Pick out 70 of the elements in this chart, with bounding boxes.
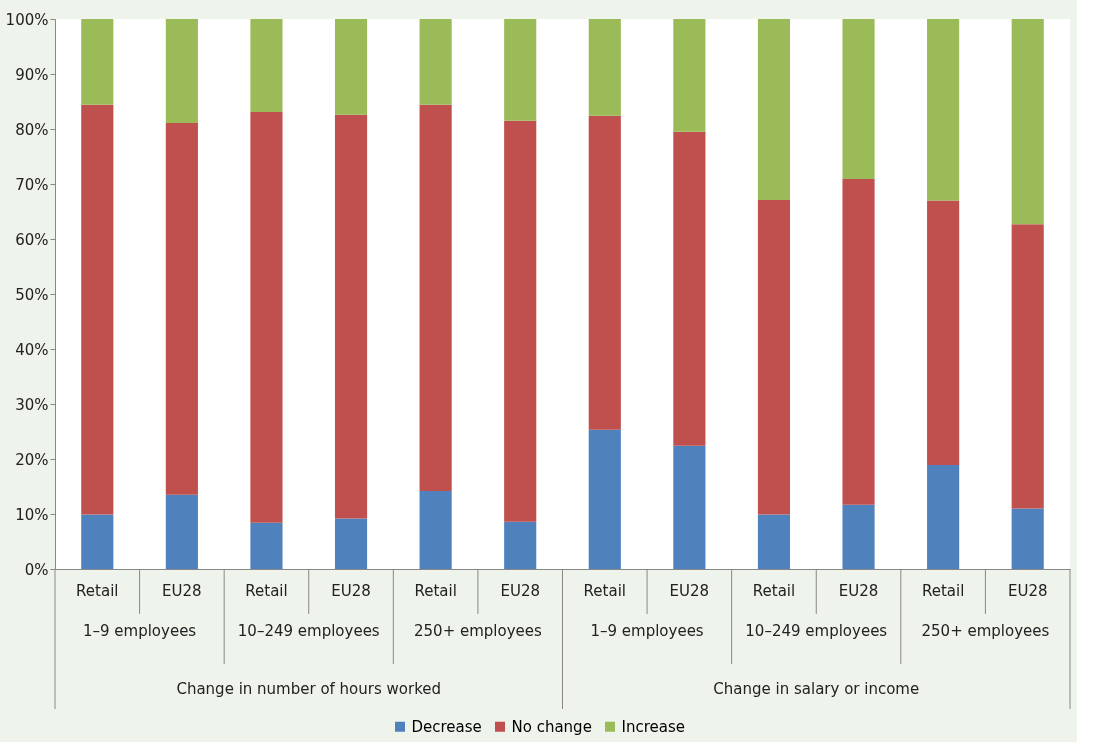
bar: [419, 104, 452, 491]
text: 10–249 employees: [237, 622, 380, 640]
x-tick-label: Retail: [76, 581, 119, 600]
y-tick-label: 90%: [15, 65, 49, 84]
bar: [1011, 224, 1044, 509]
bar: [334, 19, 368, 115]
bar: [250, 522, 283, 569]
legend-label: Decrease: [411, 717, 482, 736]
bar: [81, 104, 114, 515]
y-tick-label: 30%: [15, 395, 49, 414]
text: 10–249 employees: [745, 622, 888, 640]
y-tick-label: 100%: [5, 10, 49, 29]
x-tick-label: Retail: [414, 581, 457, 600]
x-tick-label: EU28: [1007, 581, 1048, 600]
bar: [250, 19, 283, 112]
bar: [673, 131, 706, 446]
bar: [504, 19, 537, 121]
x-tick-label: EU28: [669, 581, 710, 600]
bar: [927, 200, 960, 466]
bar: [927, 19, 960, 201]
x-tick-label: EU28: [500, 581, 540, 600]
x-tick-label: Retail: [921, 581, 965, 600]
text: Change in salary or income: [713, 680, 920, 698]
y-tick-label: 80%: [15, 120, 49, 139]
y-tick-label: 60%: [15, 230, 49, 249]
bar: [673, 19, 706, 132]
bar: [842, 504, 875, 569]
y-tick-label: 0%: [24, 560, 49, 579]
bar: [504, 120, 537, 522]
bar: [334, 518, 368, 569]
bar: [81, 514, 114, 569]
y-tick-label: 40%: [15, 340, 49, 359]
bar: [588, 429, 621, 569]
bar: [81, 19, 114, 105]
bar: [165, 122, 198, 495]
bar: [1011, 508, 1044, 569]
text: 1–9 employees: [590, 622, 704, 640]
text: 250+ employees: [921, 622, 1050, 640]
x-tick-label: Retail: [752, 581, 796, 600]
bar: [842, 19, 875, 180]
x-tick-label: Retail: [583, 581, 626, 600]
bar: [588, 115, 621, 430]
y-tick-label: 70%: [15, 175, 49, 194]
bar: [419, 19, 452, 105]
bar: [334, 114, 368, 519]
y-tick-label: 50%: [15, 285, 49, 304]
bar: [842, 179, 875, 505]
bar: [165, 494, 198, 569]
bar: [419, 490, 452, 569]
bar: [250, 111, 283, 523]
bar: [165, 19, 198, 123]
bar: [1011, 19, 1044, 225]
bar: [757, 514, 791, 569]
bar: [757, 19, 791, 200]
y-tick-label: 20%: [15, 450, 49, 469]
text: Change in number of hours worked: [176, 680, 442, 698]
x-tick-label: EU28: [162, 581, 202, 600]
x-tick-label: EU28: [838, 581, 879, 600]
legend-label: Increase: [621, 717, 685, 736]
text: 250+ employees: [414, 622, 543, 640]
bar: [504, 521, 537, 569]
bar: [673, 445, 706, 569]
y-tick-label: 10%: [15, 505, 49, 524]
bar: [927, 465, 960, 569]
bar: [757, 199, 791, 515]
bar: [588, 19, 621, 116]
x-tick-label: Retail: [245, 581, 288, 600]
x-tick-label: EU28: [331, 581, 371, 600]
text: 1–9 employees: [82, 622, 197, 640]
legend-label: No change: [511, 717, 592, 736]
